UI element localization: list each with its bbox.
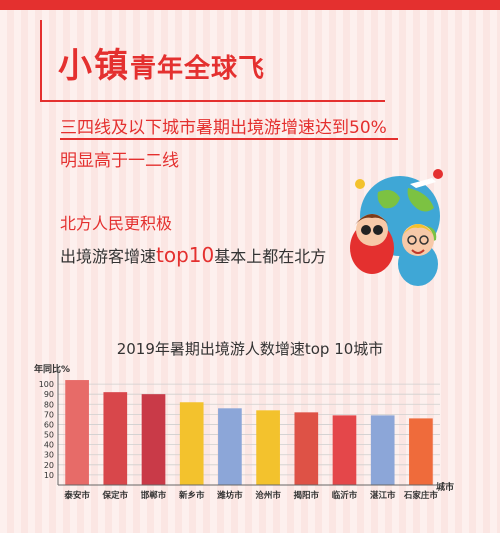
frame-vertical-line [40,20,42,102]
title-big: 小镇 [58,46,130,86]
x-tick-label: 沧州市 [255,490,281,501]
bar-chart: 年同比% 城市 泰安市 保定市 邯郸市 新乡市 潍坊市 沧州市 揭阳市 临沂市 湛江市 石家庄市 … [34,363,454,501]
bar-8 [332,415,357,485]
x-tick-label: 新乡市 [179,490,205,501]
location-pin-icon-2 [433,169,443,179]
airplane-icon [410,178,436,188]
y-tick-label: 60 [44,420,54,429]
woman-traveler-icon [356,214,388,246]
top10-highlight: top10 [156,243,215,267]
page-title: 小镇青年全球飞 [58,38,265,87]
top10-text-post: 基本上都在北方 [214,247,327,266]
y-tick-label: 30 [44,451,54,460]
bar-10 [409,418,433,485]
bar-4 [179,402,204,485]
headline-compare: 明显高于一二线 [60,151,179,171]
x-tick-label: 石家庄市 [403,490,439,501]
bar-7 [294,412,319,485]
subheadline-north: 北方人民更积极 [60,214,173,233]
top10-text-pre: 出境游客增速 [60,247,157,266]
bar-5 [218,408,242,485]
x-tick-label: 潍坊市 [217,490,243,501]
x-axis-label: 城市 [436,481,454,493]
x-tick-label: 泰安市 [63,490,90,501]
top-bar [0,0,500,10]
y-tick-label: 10 [44,471,54,480]
x-tick-label: 邯郸市 [141,490,167,501]
bar-9 [370,415,395,485]
chart-title: 2019年暑期出境游人数增速top 10城市 [116,340,384,358]
y-tick-label: 20 [44,461,54,470]
y-tick-label: 90 [44,390,54,399]
y-tick-label: 100 [39,380,54,389]
travelers-globe-illustration [350,169,443,286]
y-axis-label: 年同比% [34,363,70,375]
frame-horizontal-line [40,100,385,102]
y-tick-label: 70 [44,410,54,419]
headline-growth: 三四线及以下城市暑期出境游增速达到50% [60,118,387,138]
bar-1 [65,380,89,485]
bar-3 [141,394,166,485]
location-pin-icon [355,179,365,189]
x-tick-label: 湛江市 [370,490,396,501]
subheadline-top10: 出境游客增速top10基本上都在北方 [60,243,326,267]
bar-2 [103,392,128,485]
title-small: 青年全球飞 [130,54,266,84]
y-tick-label: 40 [44,441,54,450]
headline-underline [60,138,398,140]
y-tick-label: 80 [44,400,54,409]
x-tick-label: 临沂市 [332,490,358,501]
x-tick-label: 揭阳市 [294,490,320,501]
y-tick-label: 50 [44,431,54,440]
x-tick-label: 保定市 [102,490,129,501]
bar-6 [256,410,280,485]
man-traveler-icon [402,224,434,256]
